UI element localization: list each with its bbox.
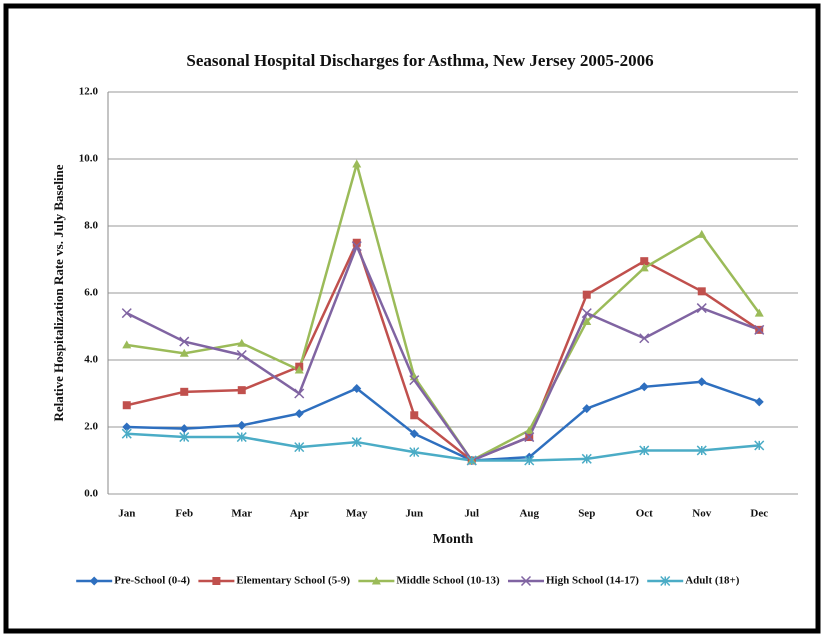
marker (180, 387, 189, 396)
x-tick-label: Mar (231, 508, 252, 520)
marker (121, 308, 132, 319)
legend-item: Pre-School (0-4) (76, 575, 190, 587)
frame (3, 3, 821, 634)
x-axis-label: Month (433, 532, 474, 547)
x-tick-label: Dec (750, 508, 768, 520)
marker (409, 447, 420, 458)
marker (351, 241, 362, 252)
series-line (126, 239, 760, 462)
y-tick-label: 0.0 (84, 488, 98, 500)
marker (582, 290, 591, 299)
marker (294, 388, 305, 399)
marker (371, 576, 381, 585)
x-tick-label: Sep (578, 508, 595, 520)
legend-label: Adult (18+) (685, 575, 740, 587)
x-tick-label: Oct (636, 508, 653, 520)
x-tick-label: Jul (464, 508, 479, 520)
marker (582, 316, 592, 325)
chart-title: Seasonal Hospital Discharges for Asthma,… (186, 51, 653, 70)
legend-item: Adult (18+) (647, 575, 740, 587)
marker (237, 386, 246, 395)
marker (236, 349, 247, 361)
marker (122, 401, 131, 410)
marker (212, 577, 221, 585)
marker (409, 375, 420, 386)
marker (352, 159, 362, 168)
x-tick-label: Nov (692, 508, 711, 520)
marker (582, 404, 592, 414)
marker (520, 575, 532, 587)
legend-label: Elementary School (5-9) (236, 575, 350, 587)
marker (640, 257, 649, 266)
marker (524, 425, 534, 434)
marker (581, 453, 592, 464)
marker (294, 409, 304, 419)
marker (754, 397, 764, 407)
y-tick-label: 10.0 (79, 153, 99, 165)
marker (754, 308, 764, 317)
marker (352, 383, 362, 393)
marker (179, 348, 189, 357)
marker (697, 377, 707, 387)
y-tick-label: 2.0 (84, 421, 98, 433)
x-tick-label: Feb (175, 508, 193, 520)
marker (524, 455, 535, 466)
x-tick-label: Aug (519, 508, 539, 520)
marker (697, 287, 706, 296)
marker (660, 575, 671, 587)
marker (581, 308, 592, 319)
marker (237, 420, 247, 430)
marker (639, 333, 650, 344)
marker (122, 340, 132, 349)
x-tick-label: Jun (405, 508, 423, 520)
marker (466, 455, 477, 466)
marker (410, 411, 419, 420)
legend-item: Middle School (10-13) (358, 575, 500, 587)
marker (754, 324, 765, 335)
marker (294, 365, 304, 374)
marker (179, 432, 190, 443)
legend-label: Middle School (10-13) (396, 575, 500, 587)
marker (524, 432, 535, 443)
y-tick-label: 12.0 (79, 86, 99, 98)
marker (696, 303, 707, 314)
legend-item: High School (14-17) (507, 575, 639, 587)
y-tick-label: 4.0 (84, 354, 98, 366)
marker (639, 263, 649, 272)
marker (351, 437, 362, 448)
legend-label: High School (14-17) (546, 575, 639, 587)
marker (639, 382, 649, 392)
marker (639, 445, 650, 456)
marker (236, 432, 247, 443)
marker (121, 428, 132, 439)
marker (179, 424, 189, 434)
series-line (126, 380, 760, 462)
series-line (126, 432, 760, 462)
marker (754, 440, 765, 451)
marker (409, 429, 419, 439)
legend-item: Elementary School (5-9) (198, 575, 350, 587)
y-axis-label: Relative Hospitalization Rate vs. July B… (51, 164, 66, 421)
series-line (126, 242, 760, 463)
x-tick-label: May (346, 508, 368, 520)
x-tick-label: Jan (118, 508, 135, 520)
marker (89, 576, 99, 586)
marker (696, 445, 707, 456)
marker (179, 336, 190, 347)
marker (697, 229, 707, 238)
x-tick-label: Apr (290, 508, 309, 520)
marker (352, 238, 361, 247)
y-tick-label: 6.0 (84, 287, 98, 299)
marker (294, 442, 305, 453)
marker (237, 338, 247, 347)
y-tick-label: 8.0 (84, 220, 98, 232)
legend-label: Pre-School (0-4) (114, 575, 190, 587)
marker (122, 422, 132, 432)
